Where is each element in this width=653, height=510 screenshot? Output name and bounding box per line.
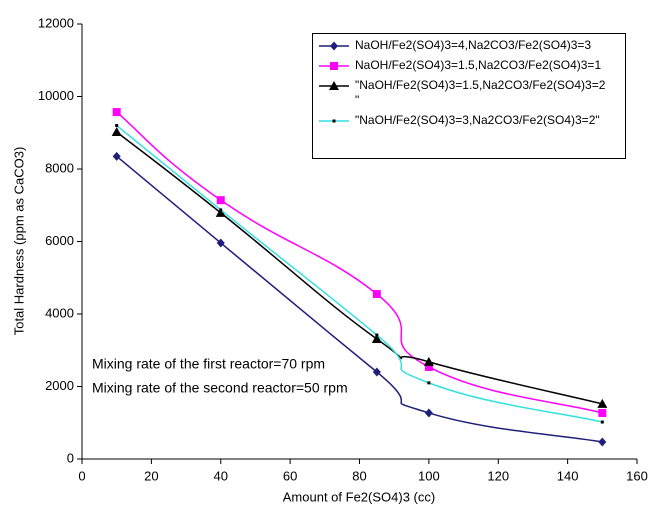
marker (598, 437, 607, 447)
legend-label: NaOH/Fe2(SO4)3=4,Na2CO3/Fe2(SO4)3=3 (355, 38, 592, 52)
marker (424, 408, 433, 418)
marker (215, 207, 226, 217)
marker (112, 108, 121, 117)
marker (332, 119, 336, 123)
marker (216, 196, 225, 205)
marker (598, 408, 607, 417)
legend-swatch (319, 62, 349, 70)
annotation: Mixing rate of the first reactor=70 rpm (92, 356, 325, 372)
y-tick-label: 6000 (45, 233, 74, 248)
marker (427, 381, 431, 385)
marker (329, 81, 339, 90)
legend-item: "NaOH/Fe2(SO4)3=1.5,Na2CO3/Fe2(SO4)3=2 " (317, 78, 621, 108)
legend-swatch (319, 41, 349, 51)
marker (597, 398, 608, 408)
legend-swatch (319, 119, 349, 123)
marker (115, 124, 119, 127)
x-tick-label: 60 (283, 468, 297, 483)
y-tick-label: 8000 (45, 160, 74, 175)
x-tick-label: 40 (214, 468, 228, 483)
y-tick-label: 12000 (38, 15, 74, 30)
x-tick-label: 160 (626, 468, 648, 483)
y-tick-label: 0 (67, 450, 74, 465)
marker (423, 356, 434, 366)
marker (111, 127, 122, 137)
series-line (116, 124, 603, 423)
marker (219, 208, 223, 212)
marker (424, 362, 433, 371)
legend-label: "NaOH/Fe2(SO4)3=1.5,Na2CO3/Fe2(SO4)3=2 " (355, 78, 606, 107)
legend-label: NaOH/Fe2(SO4)3=1.5,Na2CO3/Fe2(SO4)3=1 (355, 58, 602, 72)
x-tick-label: 20 (144, 468, 158, 483)
marker (112, 151, 121, 161)
marker (330, 41, 338, 51)
marker (371, 334, 382, 344)
y-tick-label: 10000 (38, 88, 74, 103)
legend-item: NaOH/Fe2(SO4)3=4,Na2CO3/Fe2(SO4)3=3 (317, 38, 621, 53)
marker (216, 238, 225, 248)
y-tick-label: 2000 (45, 378, 74, 393)
marker (372, 290, 381, 299)
legend-label: "NaOH/Fe2(SO4)3=3,Na2CO3/Fe2(SO4)3=2" (355, 113, 600, 127)
marker (330, 62, 338, 70)
marker (375, 333, 379, 337)
legend-item: NaOH/Fe2(SO4)3=1.5,Na2CO3/Fe2(SO4)3=1 (317, 58, 621, 73)
x-tick-label: 80 (352, 468, 366, 483)
marker (600, 420, 604, 424)
x-tick-label: 120 (487, 468, 509, 483)
x-tick-label: 0 (78, 468, 85, 483)
marker (372, 367, 381, 377)
annotation: Mixing rate of the second reactor=50 rpm (92, 380, 348, 396)
y-tick-label: 4000 (45, 305, 74, 320)
legend-item: "NaOH/Fe2(SO4)3=3,Na2CO3/Fe2(SO4)3=2" (317, 113, 621, 128)
y-axis-label: Total Hardness (ppm as CaCO3) (11, 147, 26, 336)
x-tick-label: 100 (418, 468, 440, 483)
x-axis-label: Amount of Fe2(SO4)3 (cc) (283, 489, 435, 504)
legend-swatch (319, 81, 349, 90)
legend: NaOH/Fe2(SO4)3=4,Na2CO3/Fe2(SO4)3=3 NaOH/… (312, 33, 626, 159)
x-tick-label: 140 (557, 468, 579, 483)
